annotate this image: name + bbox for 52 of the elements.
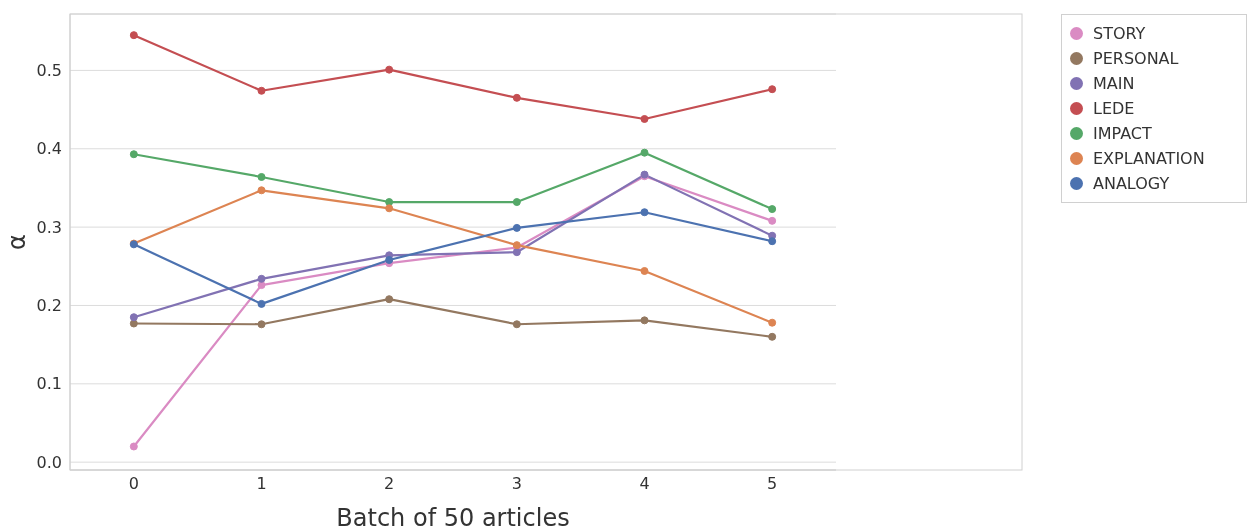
- point: [129, 319, 138, 328]
- point: [129, 442, 138, 451]
- x-axis-title: Batch of 50 articles: [336, 504, 570, 531]
- y-tick-label: 0.0: [36, 452, 62, 472]
- point: [640, 148, 649, 157]
- point: [257, 281, 266, 290]
- legend-label: STORY: [1093, 23, 1146, 45]
- y-tick-label: 0.5: [36, 61, 62, 81]
- legend-label: ANALOGY: [1093, 173, 1170, 195]
- x-tick-label: 3: [511, 474, 522, 494]
- point: [257, 320, 266, 329]
- point: [768, 318, 777, 327]
- point: [512, 198, 521, 207]
- y-tick-label: 0.3: [36, 217, 62, 237]
- x-tick-label: 2: [384, 474, 395, 494]
- point: [512, 223, 521, 232]
- legend-label: LEDE: [1093, 98, 1135, 120]
- point: [129, 31, 138, 40]
- point: [640, 266, 649, 275]
- x-tick-label: 4: [639, 474, 650, 494]
- point: [385, 204, 394, 213]
- point: [257, 299, 266, 308]
- y-tick-label: 0.1: [36, 374, 62, 394]
- point: [385, 65, 394, 74]
- legend-label: MAIN: [1093, 73, 1135, 95]
- point: [385, 295, 394, 304]
- point: [129, 150, 138, 159]
- point: [257, 86, 266, 95]
- y-tick-label: 0.4: [36, 139, 62, 159]
- y-axis-title: α: [2, 234, 31, 250]
- point: [768, 332, 777, 341]
- y-tick-label: 0.2: [36, 296, 62, 316]
- point: [640, 316, 649, 325]
- point: [512, 248, 521, 257]
- point: [768, 216, 777, 225]
- x-tick-label: 0: [128, 474, 139, 494]
- legend-label: EXPLANATION: [1093, 148, 1205, 170]
- point: [512, 320, 521, 329]
- point: [768, 85, 777, 94]
- point: [512, 93, 521, 102]
- point: [640, 208, 649, 217]
- point: [640, 114, 649, 123]
- legend-label: IMPACT: [1093, 123, 1152, 145]
- x-tick-label: 1: [256, 474, 267, 494]
- point: [129, 313, 138, 322]
- x-tick-label: 5: [767, 474, 778, 494]
- point: [257, 186, 266, 195]
- point: [768, 205, 777, 214]
- point: [257, 172, 266, 181]
- point: [257, 274, 266, 283]
- point: [768, 237, 777, 246]
- legend-label: PERSONAL: [1093, 48, 1179, 70]
